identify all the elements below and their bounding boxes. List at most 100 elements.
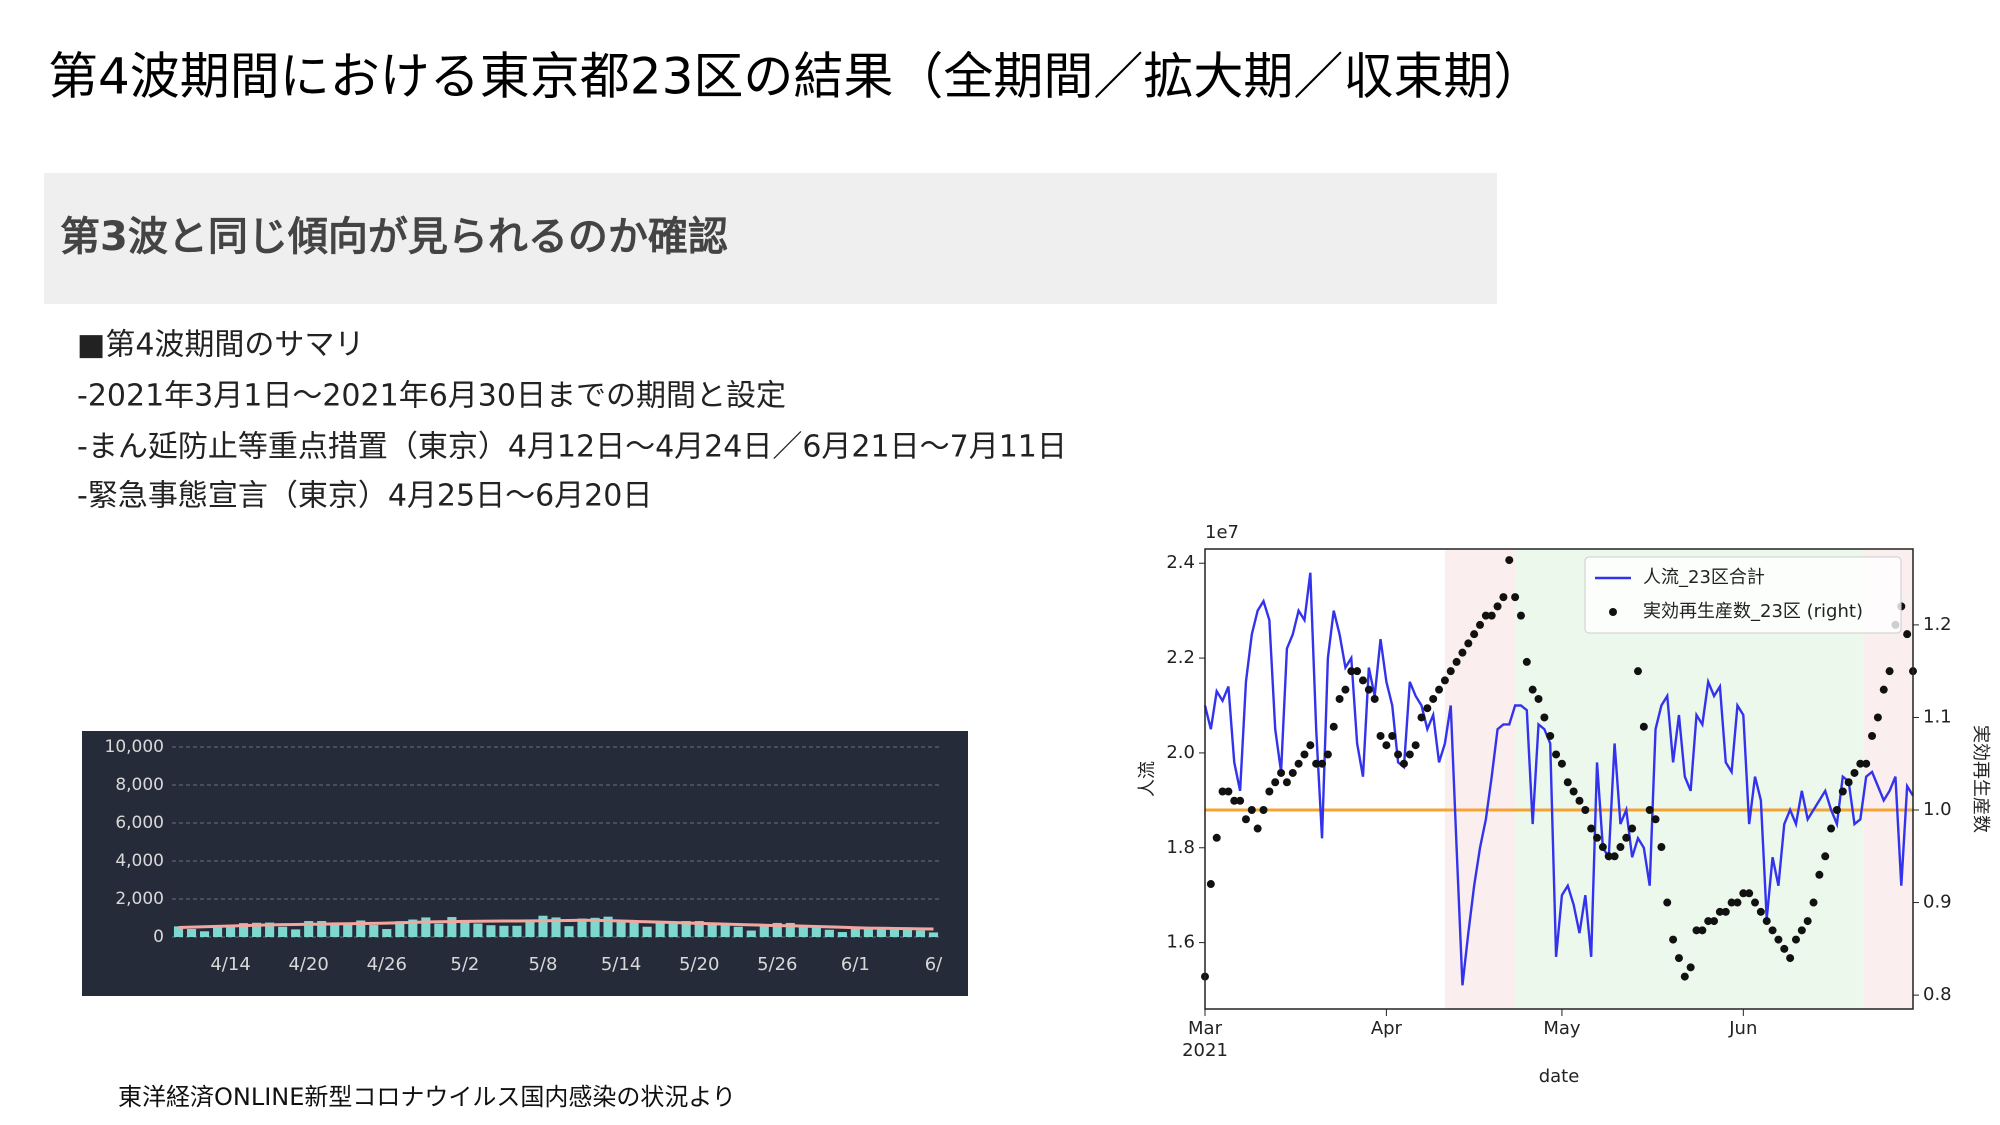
bar <box>317 921 327 937</box>
bar <box>512 925 522 937</box>
bar <box>304 921 314 937</box>
scatter-point <box>1399 759 1408 768</box>
scatter-point <box>1236 796 1245 805</box>
bar <box>824 929 834 937</box>
x-axis-title: date <box>1539 1066 1580 1087</box>
scatter-point <box>1598 843 1607 852</box>
bar <box>577 918 587 937</box>
scatter-point <box>1879 685 1888 694</box>
y-axis-title: 人流 <box>1137 761 1158 797</box>
scatter-point <box>1674 954 1683 963</box>
bar <box>460 920 470 937</box>
legend-label: 人流_23区合計 <box>1643 567 1765 588</box>
scatter-point <box>1481 611 1490 620</box>
scatter-point <box>1622 833 1631 842</box>
bar <box>798 925 808 937</box>
scatter-point <box>1645 806 1654 815</box>
scatter-point <box>1259 806 1268 815</box>
subtitle: 第3波と同じ傾向が見られるのか確認 <box>60 214 728 260</box>
scatter-point <box>1452 657 1461 666</box>
y2-tick-label: 0.8 <box>1923 984 1952 1005</box>
scatter-point <box>1288 768 1297 777</box>
scatter-point <box>1370 694 1379 703</box>
bar <box>863 927 873 937</box>
x-tick-label: Mar <box>1188 1018 1223 1039</box>
bar <box>915 930 926 937</box>
scatter-point <box>1241 815 1250 824</box>
scatter-point <box>1312 759 1321 768</box>
summary-line: -2021年3月1日〜2021年6月30日までの期間と設定 <box>77 379 786 414</box>
x-tick-label: 5/2 <box>450 954 479 975</box>
source-note: 東洋経済ONLINE新型コロナウイルス国内感染の状況より <box>118 1083 736 1111</box>
bar <box>265 922 275 937</box>
scatter-point <box>1265 787 1274 796</box>
x-tick-label: 5/14 <box>601 954 641 975</box>
scatter-point <box>1230 796 1239 805</box>
x-tick-label: 4/14 <box>210 954 250 975</box>
x-tick-label: 4/26 <box>367 954 407 975</box>
y-tick-label: 0 <box>153 927 164 947</box>
scatter-point <box>1440 676 1449 685</box>
bar <box>681 921 691 937</box>
y-tick-label: 4,000 <box>115 851 164 871</box>
legend-label: 実効再生産数_23区 (right) <box>1643 601 1863 622</box>
scatter-point <box>1633 667 1642 676</box>
scatter-point <box>1394 750 1403 759</box>
scatter-point <box>1715 907 1724 916</box>
bar <box>616 920 626 937</box>
bar <box>499 925 509 937</box>
scatter-point <box>1282 778 1291 787</box>
plot-frame <box>1204 548 1914 1010</box>
series-line <box>1203 572 1915 986</box>
scatter-point <box>1844 778 1853 787</box>
scatter-point <box>1581 806 1590 815</box>
scatter-point <box>1552 750 1561 759</box>
scatter-point <box>1493 602 1502 611</box>
y2-tick-label: 1.2 <box>1923 614 1952 635</box>
scatter-point <box>1832 806 1841 815</box>
scatter-point <box>1247 806 1256 815</box>
scatter-point <box>1797 926 1806 935</box>
scatter-point <box>1335 694 1344 703</box>
scatter-point <box>1669 935 1678 944</box>
bar <box>226 925 236 937</box>
scatter-point <box>1751 898 1760 907</box>
x-tick-label: 5/8 <box>528 954 557 975</box>
scatter-point <box>1388 731 1397 740</box>
bar <box>629 922 639 937</box>
y-tick-label: 2.0 <box>1166 742 1195 763</box>
scatter-point <box>1628 824 1637 833</box>
scatter-point <box>1487 611 1496 620</box>
x-tick-label: 5/26 <box>757 954 797 975</box>
chart-background <box>82 731 968 996</box>
bar <box>434 923 444 937</box>
bar <box>759 925 769 937</box>
bar <box>356 920 366 937</box>
bar <box>369 925 379 937</box>
scatter-point <box>1803 917 1812 926</box>
y-tick-label: 10,000 <box>105 737 164 757</box>
bar <box>876 927 886 937</box>
scatter-point <box>1411 741 1420 750</box>
scatter-point <box>1756 907 1765 916</box>
bar <box>603 916 613 937</box>
scatter-point <box>1446 667 1455 676</box>
bar <box>902 928 913 937</box>
scatter-point <box>1505 556 1514 565</box>
bar <box>655 923 665 937</box>
x-tick-label: Jun <box>1728 1018 1757 1039</box>
bar <box>278 926 288 937</box>
scatter-point <box>1692 926 1701 935</box>
scatter-point <box>1686 963 1695 972</box>
scatter-point <box>1868 731 1877 740</box>
scatter-point <box>1423 704 1432 713</box>
scatter-point <box>1727 898 1736 907</box>
scatter-point <box>1563 778 1572 787</box>
y2-tick-label: 1.1 <box>1923 706 1952 727</box>
scatter-point <box>1739 889 1748 898</box>
summary-line: ■第4波期間のサマリ <box>77 328 364 363</box>
legend-box <box>1584 556 1902 634</box>
scatter-point <box>1212 833 1221 842</box>
scatter-point <box>1704 917 1713 926</box>
bar <box>642 926 652 937</box>
